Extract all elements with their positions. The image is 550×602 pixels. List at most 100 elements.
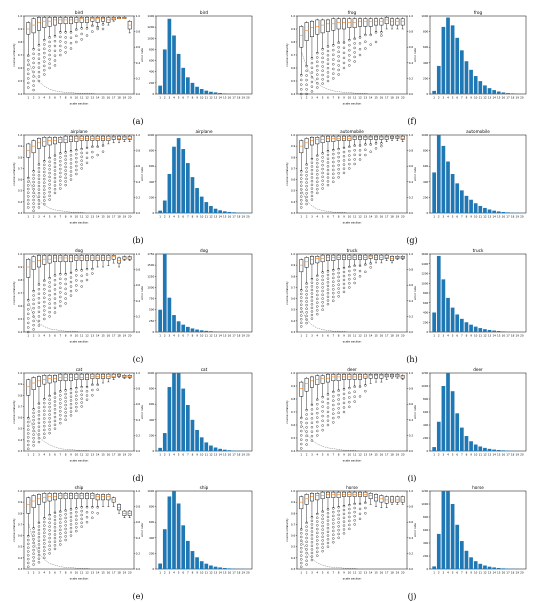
box <box>37 376 41 387</box>
outlier-point <box>43 305 46 308</box>
outlier-point <box>310 317 314 320</box>
outlier-point <box>53 529 57 533</box>
outlier-point <box>353 277 356 280</box>
outlier-point <box>75 160 78 164</box>
outlier-point <box>321 282 324 285</box>
box <box>315 256 320 264</box>
x-tick-label: 1 <box>433 215 435 219</box>
outlier-point <box>348 282 351 285</box>
x-tick-label: 1 <box>300 571 302 575</box>
box <box>95 17 100 23</box>
outlier-point <box>316 176 319 180</box>
outlier-point <box>332 510 335 514</box>
outlier-point <box>310 408 314 411</box>
x-tick-label: 20 <box>246 453 250 457</box>
bar <box>432 172 436 213</box>
x-tick-label: 4 <box>173 215 175 219</box>
x-tick-label: 19 <box>123 215 127 219</box>
box <box>315 375 320 385</box>
outlier-point <box>37 57 41 60</box>
outlier-point <box>37 557 41 560</box>
outlier-point <box>48 544 51 547</box>
x-tick-label: 7 <box>187 215 189 219</box>
x-tick-label: 3 <box>169 453 171 457</box>
x-tick-label: 4 <box>447 453 449 457</box>
outlier-point <box>64 282 67 286</box>
x-tick-label: 7 <box>461 96 463 100</box>
outlier-point <box>80 279 83 283</box>
outlier-point <box>32 206 35 209</box>
outlier-point <box>300 206 303 209</box>
outlier-point <box>337 155 340 159</box>
bar <box>478 563 483 569</box>
x-tick-label: 4 <box>43 571 45 575</box>
outlier-point <box>59 187 62 190</box>
outlier-point <box>53 544 57 547</box>
box <box>106 494 111 501</box>
bar <box>186 404 190 451</box>
bar <box>186 540 190 569</box>
y2-tick-label: 0.4 <box>409 299 414 303</box>
outlier-point <box>305 540 308 543</box>
outlier-point <box>316 301 319 304</box>
x-tick-label: 8 <box>466 96 468 100</box>
outlier-point <box>321 163 324 167</box>
outlier-point <box>53 306 57 310</box>
x-tick-label: 1 <box>300 334 302 338</box>
outlier-point <box>53 526 57 529</box>
box <box>368 18 373 27</box>
y-tick-label: 0.8 <box>291 40 296 44</box>
outlier-point <box>353 390 356 393</box>
outlier-point <box>48 293 51 297</box>
outlier-point <box>64 176 67 180</box>
outlier-point <box>326 58 330 61</box>
outlier-point <box>27 538 30 542</box>
y-tick-label: 600 <box>423 45 428 49</box>
bar <box>496 91 501 94</box>
outlier-point <box>305 202 308 206</box>
y-tick-label: 0.5 <box>291 189 296 193</box>
outlier-point <box>321 152 324 155</box>
x-tick-label: 2 <box>306 453 308 457</box>
x-tick-label: 5 <box>322 215 324 219</box>
outlier-point <box>342 46 346 49</box>
outlier-point <box>37 195 41 198</box>
outlier-point <box>321 160 324 163</box>
bar <box>209 445 213 451</box>
box <box>101 17 105 22</box>
x-tick-label: 10 <box>348 453 352 457</box>
y-tick-label: 0 <box>426 92 428 96</box>
outlier-point <box>332 522 335 525</box>
outlier-point <box>37 429 41 432</box>
bar <box>450 25 455 94</box>
x-tick-label: 10 <box>474 453 478 457</box>
x-tick-label: 19 <box>516 453 520 457</box>
outlier-point <box>85 273 89 276</box>
y-tick-label: 800 <box>423 397 428 401</box>
y-axis-label: cosine similarity <box>12 281 16 305</box>
y-tick-label: 0 <box>426 567 428 571</box>
outlier-point <box>326 71 330 74</box>
x-tick-label: 5 <box>178 96 180 100</box>
outlier-point <box>300 535 303 539</box>
outlier-point <box>27 436 30 439</box>
outlier-point <box>59 286 62 290</box>
x-tick-label: 15 <box>374 96 378 100</box>
y2-tick-label: 0.0 <box>409 330 414 334</box>
outlier-point <box>326 419 330 422</box>
box <box>37 17 41 31</box>
x-tick-label: 15 <box>497 334 501 338</box>
outlier-point <box>369 262 372 265</box>
outlier-point <box>321 60 324 64</box>
x-tick-label: 13 <box>91 334 95 338</box>
outlier-point <box>32 306 35 310</box>
outlier-point <box>337 55 340 58</box>
chart-title: horse <box>472 485 484 490</box>
x-tick-label: 1 <box>27 334 29 338</box>
outlier-point <box>43 549 46 552</box>
bar <box>176 503 181 569</box>
box <box>74 493 79 500</box>
outlier-point <box>337 398 340 401</box>
outlier-point <box>96 512 99 515</box>
